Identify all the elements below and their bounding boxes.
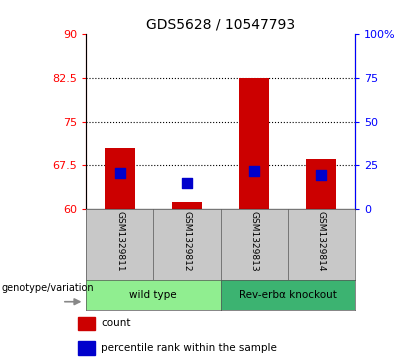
Text: Rev-erbα knockout: Rev-erbα knockout [239, 290, 337, 300]
Text: count: count [101, 318, 131, 329]
Bar [105, 148, 135, 209]
Text: GSM1329812: GSM1329812 [182, 211, 192, 272]
Bar [239, 78, 269, 209]
Text: percentile rank within the sample: percentile rank within the sample [101, 343, 277, 353]
Point [318, 172, 325, 178]
Bar [306, 159, 336, 209]
Bar [172, 202, 202, 209]
Title: GDS5628 / 10547793: GDS5628 / 10547793 [146, 18, 295, 32]
Text: genotype/variation: genotype/variation [2, 283, 95, 293]
Point [184, 180, 190, 185]
Point [116, 170, 123, 176]
Text: GSM1329813: GSM1329813 [249, 211, 259, 272]
Point [251, 168, 257, 174]
Text: GSM1329811: GSM1329811 [115, 211, 124, 272]
Text: GSM1329814: GSM1329814 [317, 211, 326, 272]
Text: wild type: wild type [129, 290, 177, 300]
Bar [78, 317, 95, 330]
Bar [78, 341, 95, 355]
